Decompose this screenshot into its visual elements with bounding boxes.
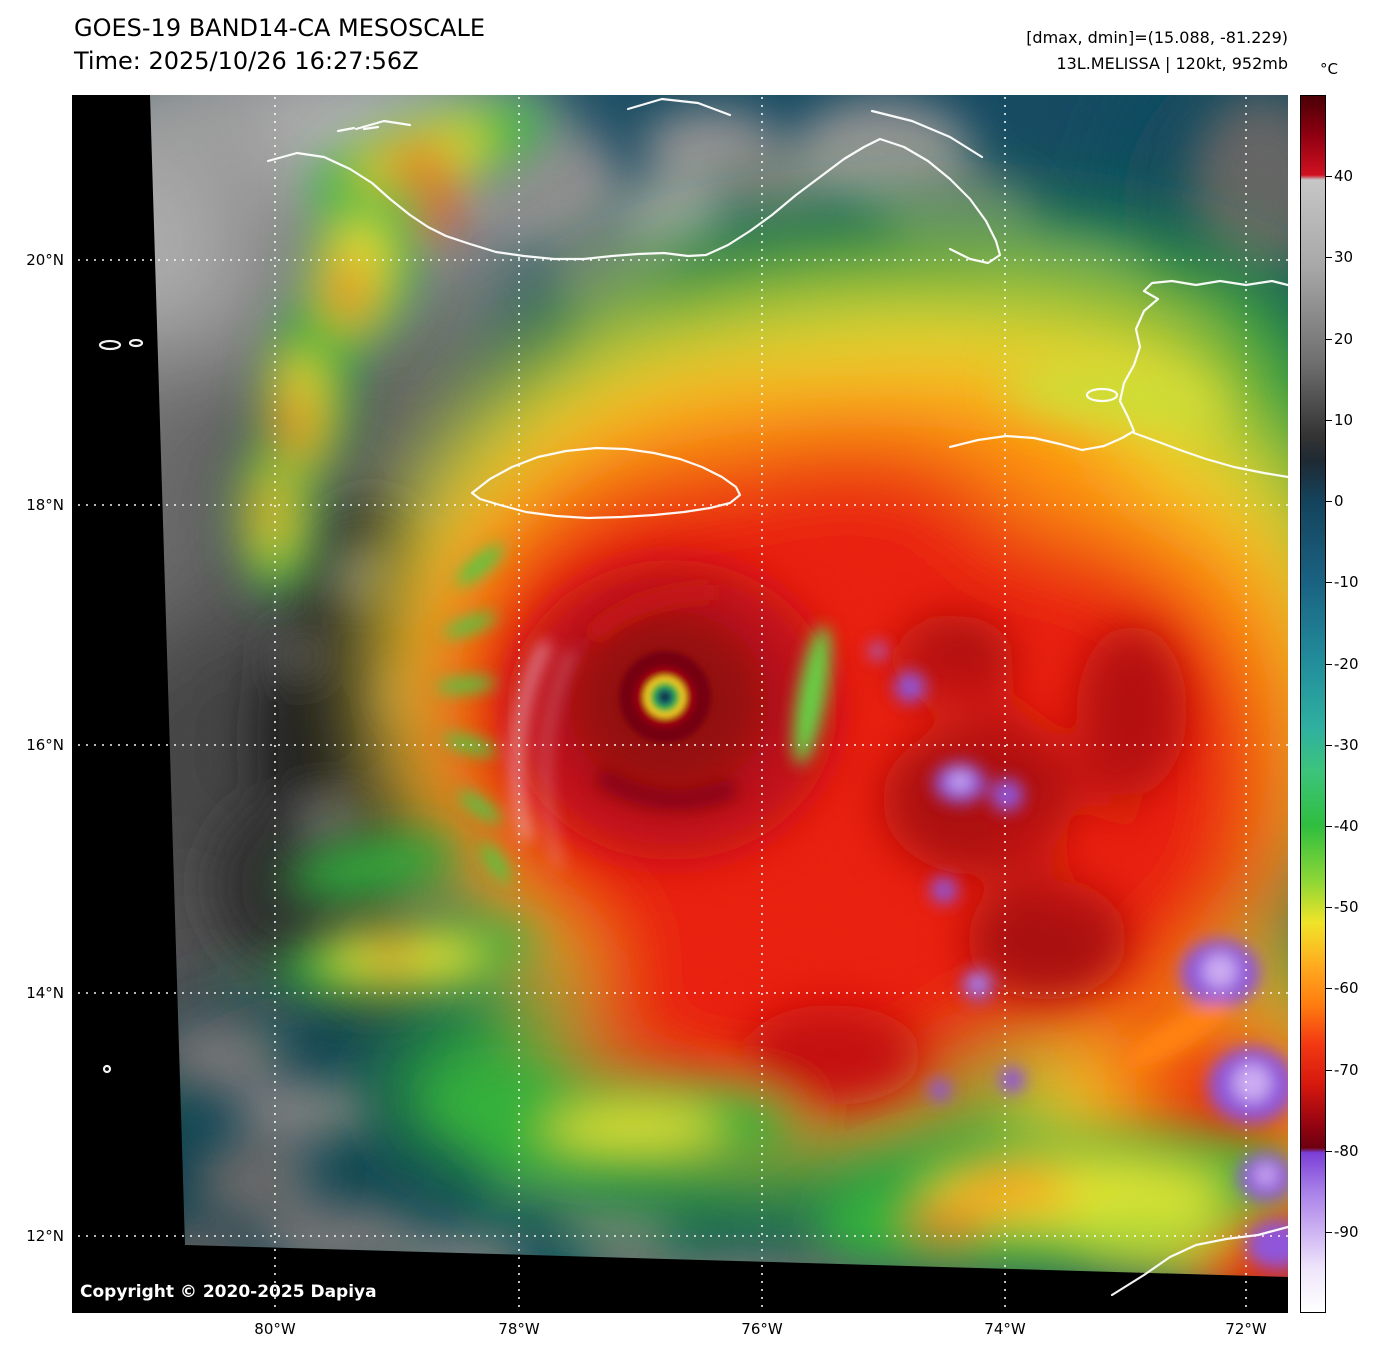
- lat-label-18n: 18°N: [26, 496, 64, 514]
- cuba-coastline: [266, 137, 1002, 265]
- colorbar-tick-30: 30: [1325, 248, 1354, 266]
- copyright-notice: Copyright © 2020-2025 Dapiya: [80, 1282, 377, 1302]
- colorbar-tick-0: 0: [1326, 492, 1344, 510]
- hispaniola-south-coast: [1132, 431, 1290, 479]
- timestamp: Time: 2025/10/26 16:27:56Z: [74, 47, 419, 75]
- colorbar-tick-neg80: -80: [1326, 1142, 1359, 1160]
- colorbar-tick-neg40: -40: [1326, 817, 1359, 835]
- lat-label-20n: 20°N: [26, 251, 64, 269]
- lat-label-16n: 16°N: [26, 736, 64, 754]
- colorbar-tick-20: 20: [1325, 330, 1354, 348]
- lon-label-80w: 80°W: [254, 1320, 296, 1338]
- satellite-data-region: [150, 95, 1288, 1277]
- lon-label-76w: 76°W: [741, 1320, 783, 1338]
- hispaniola-coastline: [948, 279, 1290, 452]
- sensor-grain-overlay: [150, 95, 1288, 1277]
- lon-label-72w: 72°W: [1225, 1320, 1267, 1338]
- graticule: [78, 97, 1288, 1311]
- colorbar-tick-neg30: -30: [1326, 736, 1359, 754]
- dmax-dmin-readout: [dmax, dmin]=(15.088, -81.229): [1026, 28, 1288, 47]
- page-title: GOES-19 BAND14-CA MESOSCALE: [74, 14, 485, 42]
- storm-info-readout: 13L.MELISSA | 120kt, 952mb: [1056, 54, 1288, 73]
- temperature-colorbar: [1300, 95, 1326, 1313]
- colorbar-tick-neg70: -70: [1326, 1061, 1359, 1079]
- colorbar-tick-10: 10: [1325, 411, 1354, 429]
- cuba-west-islets: [336, 119, 412, 133]
- lon-label-78w: 78°W: [498, 1320, 540, 1338]
- gonave-island: [1085, 387, 1119, 403]
- lat-label-14n: 14°N: [26, 984, 64, 1002]
- cayman-island-small: [128, 338, 144, 348]
- cuba-north-coast: [626, 97, 732, 117]
- colorbar-tick-neg20: -20: [1326, 655, 1359, 673]
- colorbar-tick-40: 40: [1325, 167, 1354, 185]
- coastlines: [98, 97, 1290, 1297]
- colorbar-tick-neg60: -60: [1326, 979, 1359, 997]
- small-cay: [102, 1064, 112, 1074]
- lon-label-74w: 74°W: [984, 1320, 1026, 1338]
- lat-label-12n: 12°N: [26, 1227, 64, 1245]
- jamaica-coastline: [470, 446, 742, 520]
- colorbar-tick-neg50: -50: [1326, 898, 1359, 916]
- guajira-coastline: [1110, 1225, 1290, 1297]
- colorbar-unit-label: °C: [1320, 60, 1338, 78]
- colorbar-tick-neg90: -90: [1326, 1223, 1359, 1241]
- colorbar-tick-neg10: -10: [1326, 573, 1359, 591]
- satellite-image: [72, 95, 1290, 1313]
- cayman-island: [98, 339, 122, 351]
- cuba-north-coast-east: [870, 109, 984, 159]
- satellite-canvas: [72, 95, 1290, 1313]
